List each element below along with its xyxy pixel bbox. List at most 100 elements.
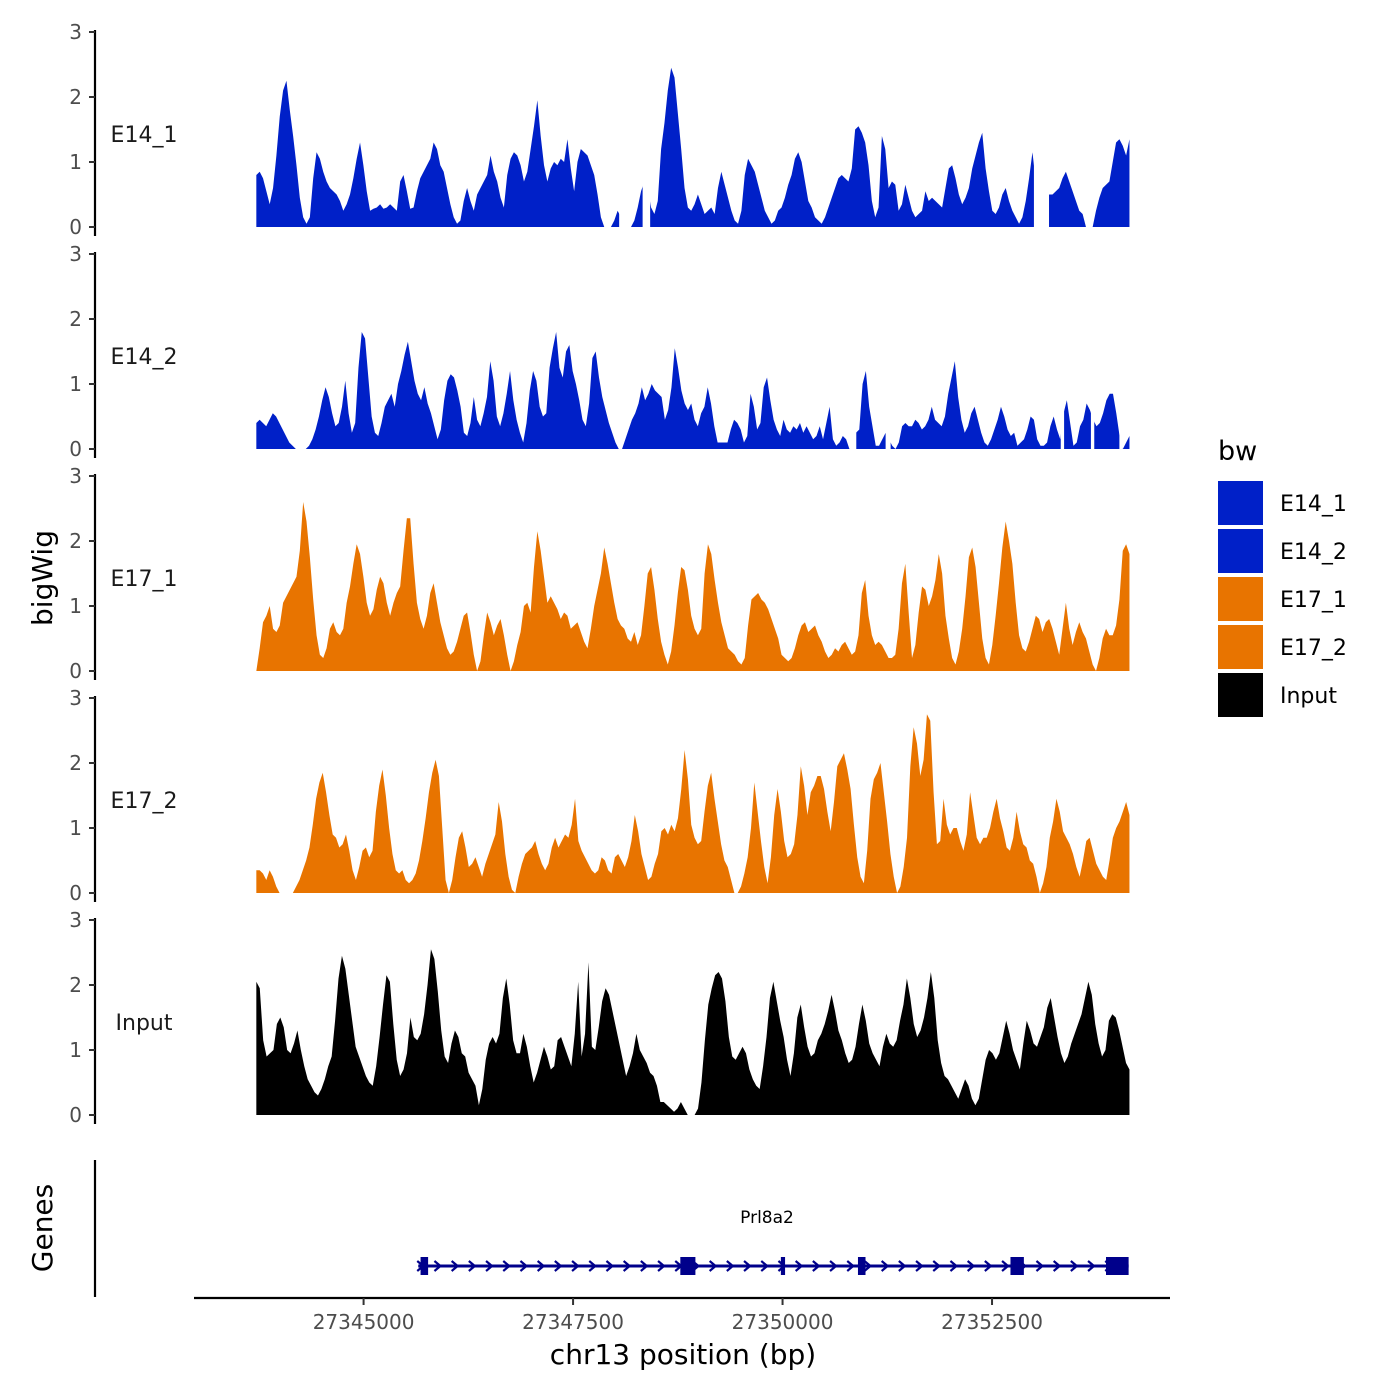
x-tick-label: 27347500 bbox=[522, 1310, 624, 1334]
legend-title: bw bbox=[1218, 436, 1257, 467]
y-axis-title: bigWig bbox=[26, 530, 59, 626]
strand-arrow bbox=[450, 1260, 460, 1272]
strand-arrow bbox=[1070, 1260, 1079, 1272]
strand-arrow bbox=[708, 1260, 718, 1272]
legend-swatch bbox=[1218, 625, 1263, 669]
y-tick-label: 2 bbox=[69, 529, 82, 553]
track-e17-2: 0 1 2 3 E17_2 bbox=[69, 686, 1130, 905]
strand-arrow bbox=[1035, 1260, 1045, 1272]
legend-item: E14_2 bbox=[1218, 529, 1347, 573]
coverage-gap bbox=[1060, 249, 1065, 449]
coverage-gap bbox=[1033, 27, 1050, 227]
signal-area bbox=[256, 949, 1130, 1115]
coverage-gap bbox=[849, 249, 857, 449]
y-tick-label: 0 bbox=[69, 881, 82, 905]
strand-arrow bbox=[743, 1260, 752, 1272]
legend-swatch bbox=[1218, 529, 1263, 573]
exon bbox=[780, 1257, 786, 1275]
genes-track-label: Genes bbox=[26, 1184, 59, 1272]
strand-arrow bbox=[571, 1260, 580, 1272]
track-input: 0 1 2 3 Input bbox=[69, 908, 1130, 1127]
x-tick-label: 27352500 bbox=[941, 1310, 1043, 1334]
track-label: E14_1 bbox=[111, 123, 178, 148]
track-label: Input bbox=[116, 1011, 173, 1036]
y-tick-label: 1 bbox=[69, 372, 82, 396]
legend-item: E14_1 bbox=[1218, 481, 1347, 525]
y-tick-label: 0 bbox=[69, 659, 82, 683]
legend-item: Input bbox=[1218, 673, 1337, 717]
signal-area bbox=[256, 332, 1130, 449]
y-tick-label: 2 bbox=[69, 307, 82, 331]
track-e14-2: 0 1 2 3 E14_2 bbox=[69, 242, 1130, 461]
coverage-gap bbox=[619, 27, 628, 227]
strand-arrow bbox=[502, 1260, 511, 1272]
legend: bw E14_1 E14_2 E17_1 E17_2 Input bbox=[1218, 436, 1347, 717]
exon bbox=[1105, 1257, 1129, 1275]
track-e14-1: 0 1 2 3 E14_1 bbox=[69, 20, 1130, 239]
strand-arrow bbox=[829, 1260, 838, 1272]
strand-arrow bbox=[657, 1260, 666, 1272]
y-tick-label: 3 bbox=[69, 464, 82, 488]
strand-arrow bbox=[605, 1260, 615, 1272]
strand-arrow bbox=[485, 1260, 494, 1272]
legend-item: E17_1 bbox=[1218, 577, 1347, 621]
strand-arrow bbox=[588, 1260, 597, 1272]
coverage-gap bbox=[1090, 249, 1095, 449]
strand-arrow bbox=[554, 1260, 563, 1272]
genes-track: Genes Prl8a2 bbox=[26, 1160, 1129, 1297]
strand-arrow bbox=[468, 1260, 477, 1272]
strand-arrow bbox=[949, 1260, 959, 1272]
strand-arrow bbox=[622, 1260, 632, 1272]
strand-arrow bbox=[760, 1260, 769, 1272]
legend-label: Input bbox=[1280, 684, 1337, 709]
x-tick-label: 27345000 bbox=[313, 1310, 415, 1334]
track-label: E17_1 bbox=[111, 567, 178, 592]
exon bbox=[680, 1257, 696, 1275]
x-tick-label: 27350000 bbox=[732, 1310, 834, 1334]
strand-arrow bbox=[1001, 1260, 1010, 1272]
x-axis-title: chr13 position (bp) bbox=[550, 1338, 816, 1371]
y-tick-label: 2 bbox=[69, 85, 82, 109]
strand-arrow bbox=[726, 1260, 735, 1272]
legend-label: E17_1 bbox=[1280, 588, 1347, 613]
coverage-gap bbox=[642, 27, 651, 227]
strand-arrow bbox=[984, 1260, 993, 1272]
strand-arrow bbox=[1052, 1260, 1062, 1272]
y-tick-label: 1 bbox=[69, 594, 82, 618]
y-tick-label: 1 bbox=[69, 150, 82, 174]
strand-arrow bbox=[966, 1260, 976, 1272]
exon bbox=[1010, 1257, 1024, 1275]
y-tick-label: 1 bbox=[69, 1038, 82, 1062]
exon bbox=[420, 1257, 429, 1275]
gene-name: Prl8a2 bbox=[740, 1208, 794, 1228]
strand-arrow bbox=[915, 1260, 924, 1272]
strand-arrow bbox=[846, 1260, 855, 1272]
strand-arrow bbox=[863, 1260, 873, 1272]
strand-arrow bbox=[812, 1260, 821, 1272]
legend-label: E14_1 bbox=[1280, 492, 1347, 517]
y-tick-label: 1 bbox=[69, 816, 82, 840]
signal-area bbox=[256, 502, 1130, 671]
legend-swatch bbox=[1218, 481, 1263, 525]
y-tick-label: 0 bbox=[69, 437, 82, 461]
strand-arrow bbox=[932, 1260, 941, 1272]
y-tick-label: 3 bbox=[69, 686, 82, 710]
legend-label: E14_2 bbox=[1280, 540, 1347, 565]
y-tick-label: 3 bbox=[69, 908, 82, 932]
strand-arrow bbox=[898, 1260, 907, 1272]
signal-area bbox=[256, 67, 1130, 227]
y-tick-label: 3 bbox=[69, 242, 82, 266]
y-tick-label: 2 bbox=[69, 973, 82, 997]
legend-swatch bbox=[1218, 673, 1263, 717]
strand-arrows bbox=[416, 1260, 1113, 1272]
legend-swatch bbox=[1218, 577, 1263, 621]
strand-arrow bbox=[640, 1260, 649, 1272]
legend-label: E17_2 bbox=[1280, 636, 1347, 661]
track-label: E17_2 bbox=[111, 789, 178, 814]
signal-tracks: 0 1 2 3 E14_1 0 1 2 3 E14_2 0 1 2 3 E17_1 0 1 2 3 E17_2 0 1 2 3… bbox=[69, 20, 1130, 1127]
track-label: E14_2 bbox=[111, 345, 178, 370]
coverage-gap bbox=[885, 249, 891, 449]
y-tick-label: 0 bbox=[69, 1103, 82, 1127]
track-e17-1: 0 1 2 3 E17_1 bbox=[69, 464, 1130, 683]
